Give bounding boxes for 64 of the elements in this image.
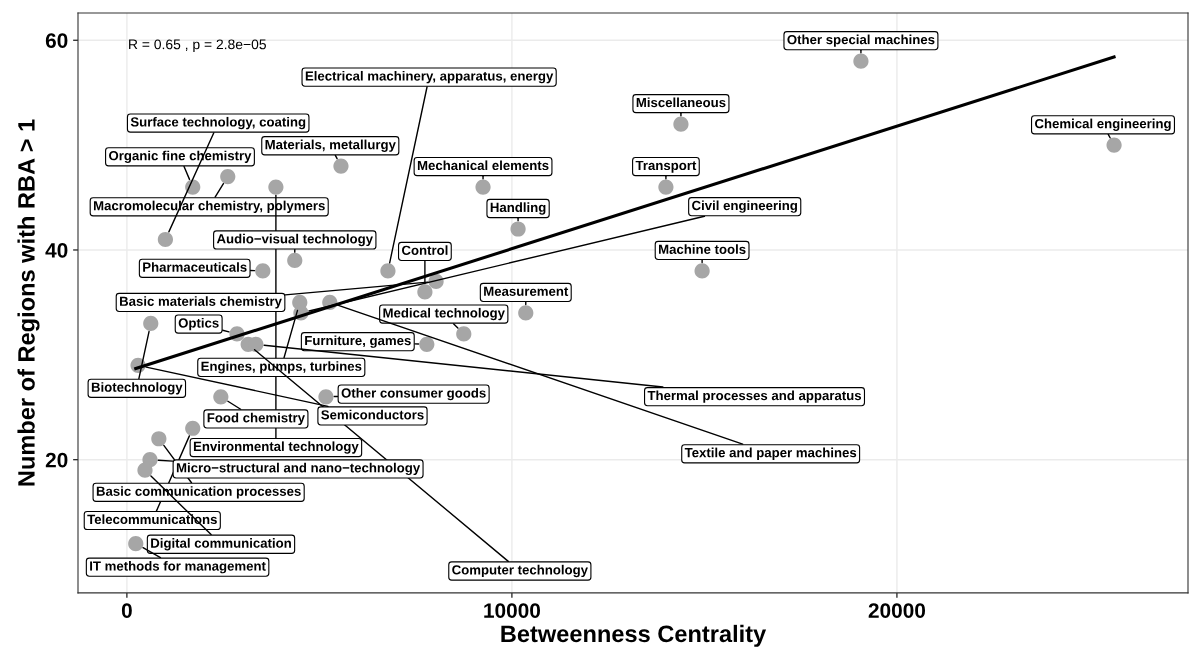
point — [456, 326, 472, 342]
annotation: Other special machines — [787, 34, 935, 47]
point — [518, 305, 534, 321]
point — [333, 158, 349, 174]
annotation: Medical technology — [383, 307, 505, 321]
point — [255, 263, 271, 279]
annotation: Machine tools — [659, 244, 746, 254]
annotation: Surface technology, coating — [130, 116, 306, 130]
annotation: IT methods for management — [90, 561, 266, 574]
annotation: Optics — [178, 317, 219, 331]
point — [268, 179, 284, 195]
annotation: Civil engineering — [692, 200, 797, 213]
point — [673, 116, 689, 132]
annotation: Materials, metallurgy — [265, 139, 396, 152]
point — [419, 336, 435, 352]
point — [318, 389, 334, 405]
x-tick-label: 0 — [121, 603, 132, 618]
point — [143, 315, 159, 331]
y-tick-label: 60 — [45, 33, 68, 48]
annotation: Measurement — [484, 286, 569, 296]
point — [475, 179, 491, 195]
annotation: Electrical machinery, apparatus, energy — [305, 70, 554, 84]
annotation: Basic materials chemistry — [120, 296, 282, 309]
point — [137, 462, 153, 478]
annotation: Furniture, games — [305, 335, 411, 348]
point — [213, 389, 229, 405]
annotation: Miscellaneous — [636, 97, 726, 108]
annotation: Textile and paper machines — [684, 447, 857, 460]
x-tick-label: 20000 — [868, 603, 926, 618]
annotation: R = 0.65 , p = 2.8e−05 — [129, 39, 266, 53]
annotation: Audio−visual technology — [216, 233, 373, 247]
point — [1106, 137, 1122, 153]
x-tick-label: 10000 — [484, 603, 541, 618]
annotation: Handling — [490, 202, 546, 215]
point — [157, 231, 174, 248]
point — [220, 168, 236, 185]
x-axis-title: Betweenness Centrality — [501, 624, 767, 647]
point — [658, 179, 674, 195]
annotation: Food chemistry — [207, 412, 305, 426]
point — [185, 420, 201, 436]
point — [380, 263, 396, 279]
y-tick-label: 20 — [45, 452, 68, 468]
annotation: Mechanical elements — [417, 160, 549, 171]
point — [287, 252, 303, 269]
annotation: Chemical engineering — [1034, 118, 1171, 131]
point — [510, 221, 526, 237]
point — [417, 284, 433, 300]
annotation: Micro−structural and nano−technology — [176, 462, 421, 476]
annotation: Computer technology — [452, 564, 588, 578]
annotation: Transport — [635, 160, 697, 173]
point — [151, 431, 167, 447]
y-tick-label: 40 — [45, 242, 68, 258]
annotation: Environmental technology — [193, 441, 359, 454]
point — [853, 53, 869, 69]
y-axis-title: Number of Regions with RBA > 1 — [17, 119, 40, 486]
annotation: Control — [401, 245, 448, 255]
annotation: Thermal processes and apparatus — [647, 390, 862, 403]
point — [694, 263, 710, 279]
annotation: Semiconductors — [321, 409, 424, 420]
annotation: Digital communication — [151, 538, 291, 551]
point — [128, 536, 144, 552]
annotation: Pharmaceuticals — [143, 262, 247, 272]
annotation: Biotechnology — [91, 382, 183, 395]
annotation: Other consumer goods — [341, 387, 486, 401]
